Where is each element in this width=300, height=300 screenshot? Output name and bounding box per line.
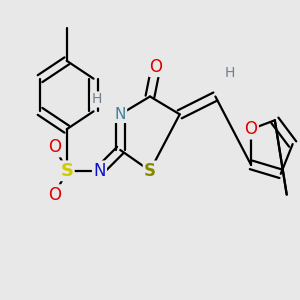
Text: H: H [91, 92, 102, 106]
Text: O: O [244, 120, 258, 138]
Text: N: N [93, 162, 106, 180]
Text: N: N [115, 107, 126, 122]
Text: S: S [144, 162, 156, 180]
Text: S: S [60, 162, 73, 180]
Text: O: O [48, 186, 62, 204]
Text: H: H [225, 66, 236, 80]
Text: O: O [48, 138, 62, 156]
Text: O: O [149, 58, 162, 76]
